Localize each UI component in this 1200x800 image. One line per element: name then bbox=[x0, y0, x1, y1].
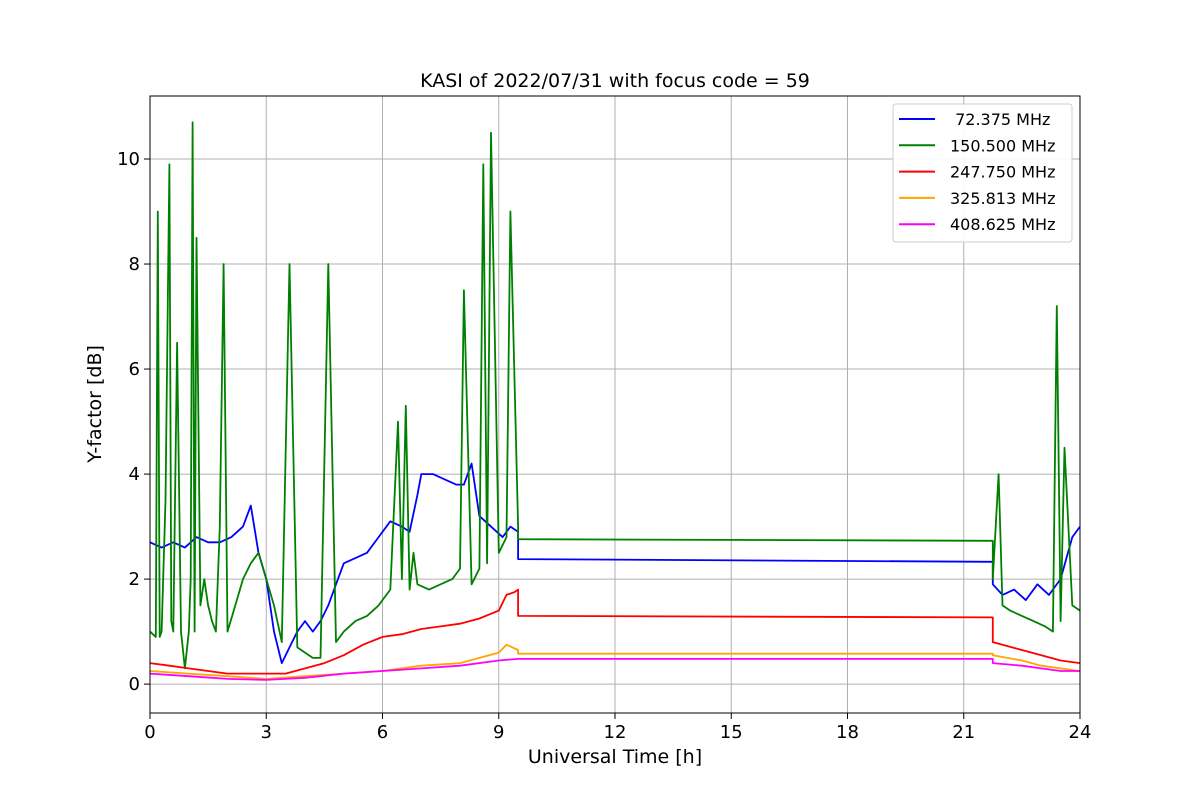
legend-label-3: 247.750 MHz bbox=[950, 163, 1055, 182]
y-tick-label: 4 bbox=[129, 464, 140, 485]
x-tick-label: 18 bbox=[836, 722, 859, 743]
x-axis-label: Universal Time [h] bbox=[528, 746, 702, 768]
y-tick-label: 6 bbox=[129, 359, 140, 380]
grid-lines bbox=[149, 96, 1081, 713]
y-tick-label: 8 bbox=[129, 254, 140, 275]
x-tick-label: 9 bbox=[493, 722, 504, 743]
legend-label-5: 408.625 MHz bbox=[950, 215, 1055, 234]
y-axis-label: Y-factor [dB] bbox=[84, 345, 106, 464]
series-line-5 bbox=[149, 658, 1080, 681]
y-tick-label: 2 bbox=[129, 569, 140, 590]
legend-box bbox=[892, 103, 1073, 243]
x-tick-label: 21 bbox=[952, 722, 975, 743]
legend-label-2: 150.500 MHz bbox=[950, 136, 1055, 155]
legend-label-4: 325.813 MHz bbox=[950, 189, 1055, 208]
series-line-3 bbox=[149, 588, 1081, 675]
series-layer bbox=[149, 121, 1081, 681]
x-axis: 0 3 6 9 12 15 18 21 24 bbox=[144, 713, 1091, 743]
x-tick-label: 0 bbox=[144, 722, 155, 743]
x-tick-label: 24 bbox=[1069, 722, 1092, 743]
x-tick-label: 12 bbox=[604, 722, 627, 743]
series-line-2 bbox=[149, 121, 1081, 670]
series-line-4 bbox=[149, 643, 1081, 680]
x-tick-label: 3 bbox=[261, 722, 272, 743]
x-tick-label: 15 bbox=[720, 722, 743, 743]
y-tick-label: 0 bbox=[129, 674, 140, 695]
legend: 72.375 MHz 150.500 MHz 247.750 MHz 325.813 … bbox=[892, 103, 1073, 243]
x-tick-label: 6 bbox=[377, 722, 388, 743]
chart-title: KASI of 2022/07/31 with focus code = 59 bbox=[420, 70, 810, 92]
legend-label-1: 72.375 MHz bbox=[950, 110, 1050, 129]
y-tick-label: 10 bbox=[117, 149, 140, 170]
y-axis: 0 2 4 6 8 10 bbox=[117, 149, 150, 695]
